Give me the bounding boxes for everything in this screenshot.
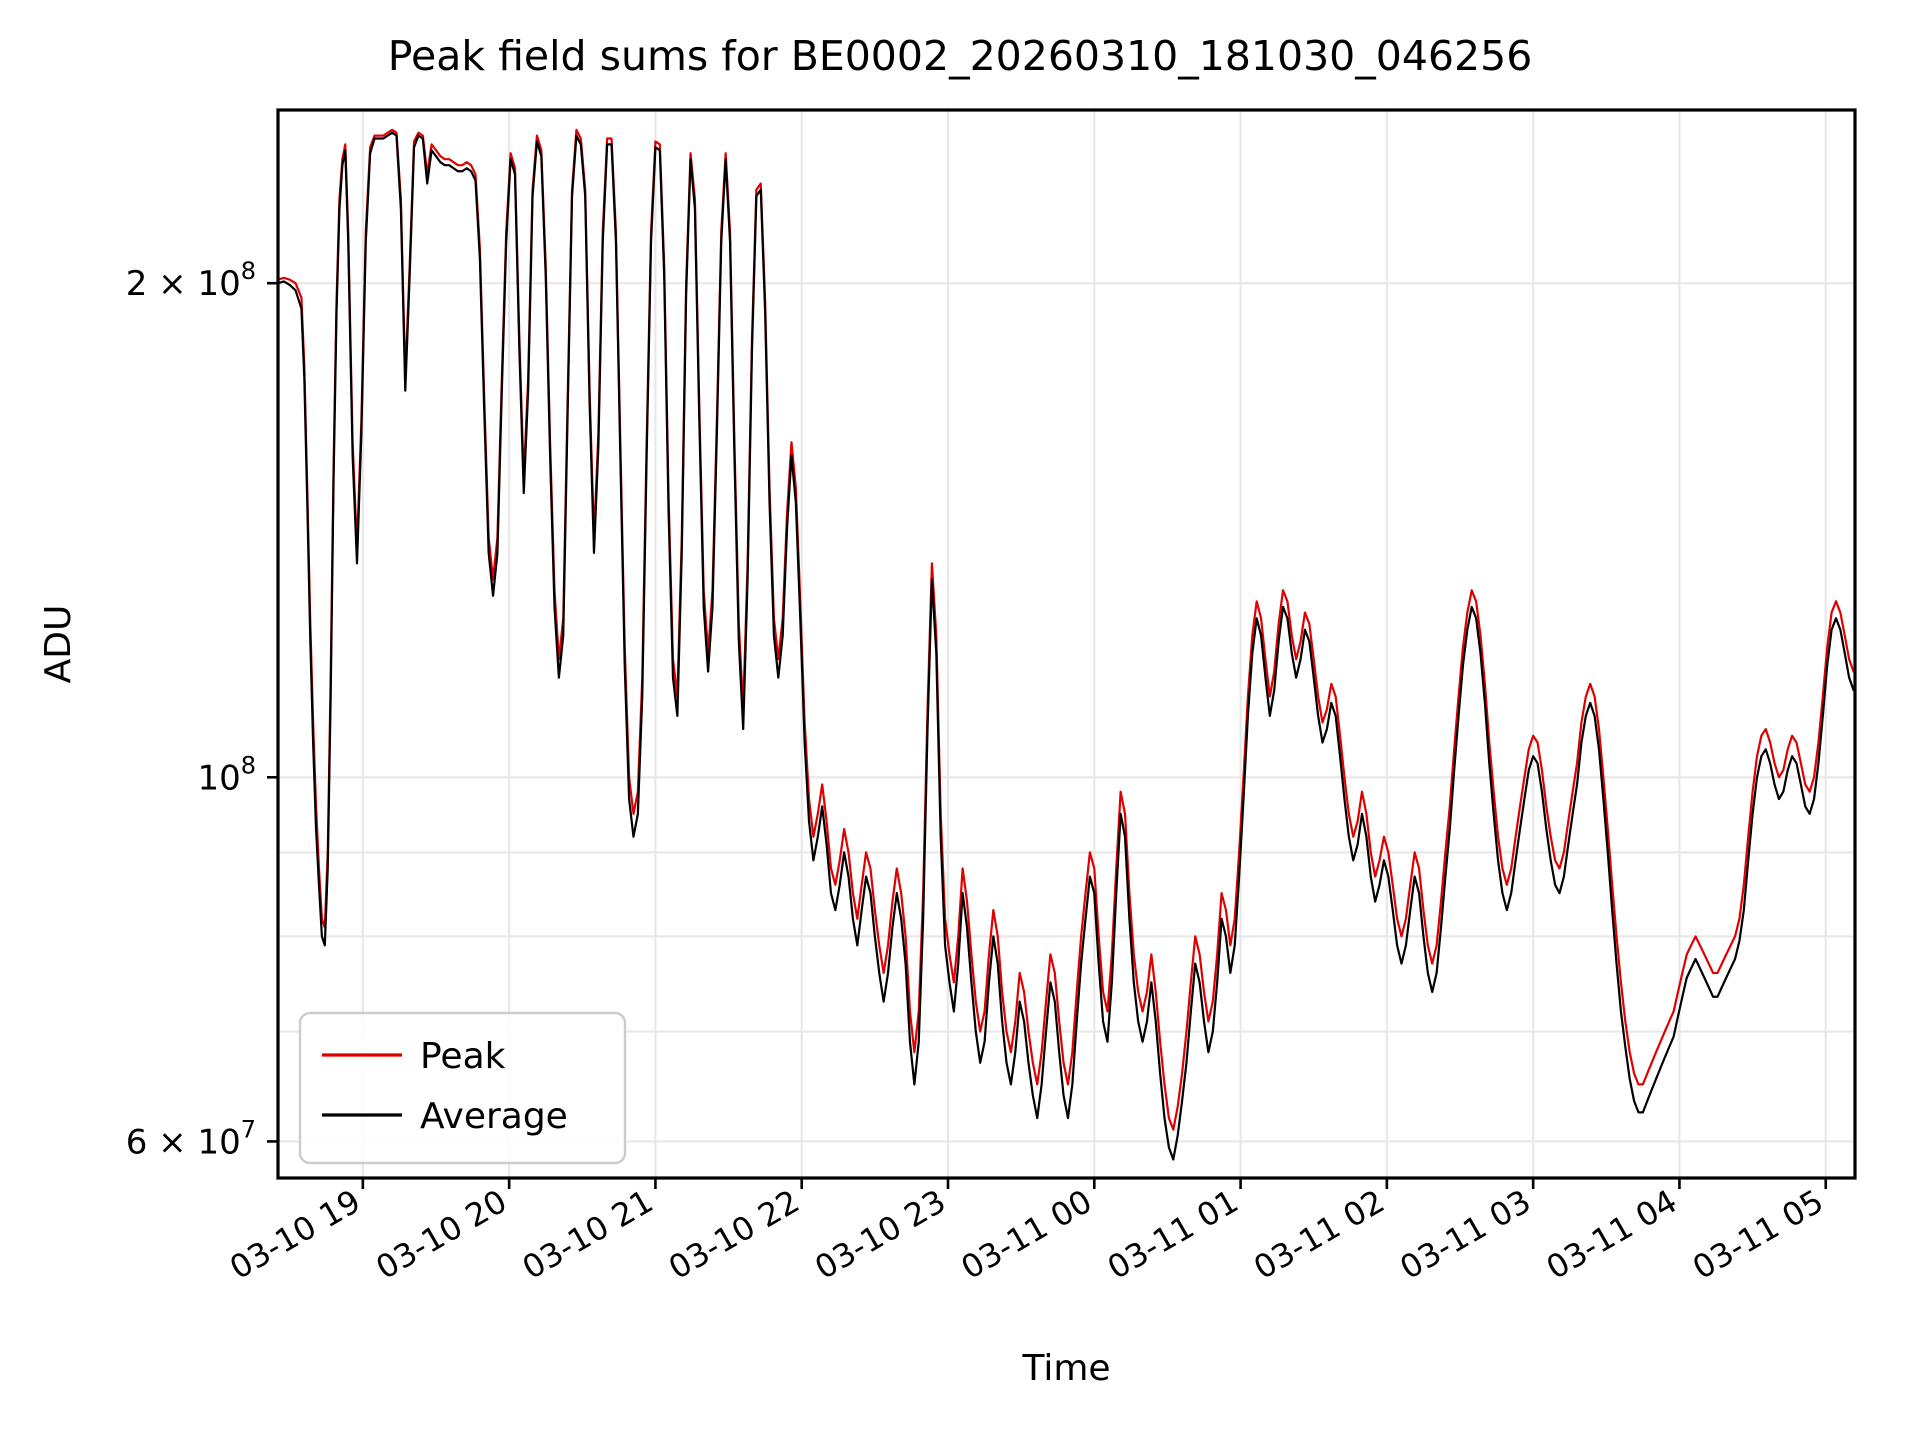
x-tick-label: 03-11 04 xyxy=(1540,1182,1684,1287)
legend-label-average: Average xyxy=(420,1096,568,1137)
legend-box[interactable] xyxy=(298,1011,627,1165)
x-axis-ticks-group: 03-10 19 03-10 20 03-10 21 03-10 22 03-10 23… xyxy=(223,1178,1830,1287)
x-axis-label: Time xyxy=(1021,1348,1110,1389)
gridlines-group xyxy=(278,110,1855,1178)
x-tick-label: 03-11 00 xyxy=(955,1182,1099,1287)
y-axis-label: ADU xyxy=(38,605,79,684)
x-tick-label: 03-10 19 xyxy=(223,1182,367,1287)
x-tick-label: 03-10 23 xyxy=(808,1182,952,1287)
chart-title: Peak field sums for BE0002_20260310_1810… xyxy=(387,32,1533,80)
series-line-average xyxy=(276,131,1855,1161)
y-tick-label: 2 × 108 xyxy=(126,257,256,304)
x-tick-label: 03-10 22 xyxy=(662,1182,806,1287)
x-tick-label: 03-11 01 xyxy=(1101,1182,1245,1287)
plot-border xyxy=(276,108,1857,1180)
x-tick-label: 03-11 02 xyxy=(1247,1182,1391,1287)
x-tick-label: 03-11 03 xyxy=(1394,1182,1538,1287)
x-tick-label: 03-11 05 xyxy=(1686,1182,1830,1287)
y-tick-label: 108 xyxy=(197,751,256,798)
y-axis-ticks-group: 2 × 108 108 6 × 107 xyxy=(126,257,278,1162)
axes-spines-group xyxy=(276,108,1857,1180)
data-series-group xyxy=(276,128,1855,1161)
x-tick-label: 03-10 21 xyxy=(516,1182,660,1287)
legend-label-peak: Peak xyxy=(420,1036,506,1077)
x-tick-label: 03-10 20 xyxy=(370,1182,514,1287)
axis-labels-group: ADU Time xyxy=(38,605,1111,1389)
y-tick-label: 6 × 107 xyxy=(126,1115,256,1162)
legend-group[interactable]: Peak Average xyxy=(298,1011,627,1165)
